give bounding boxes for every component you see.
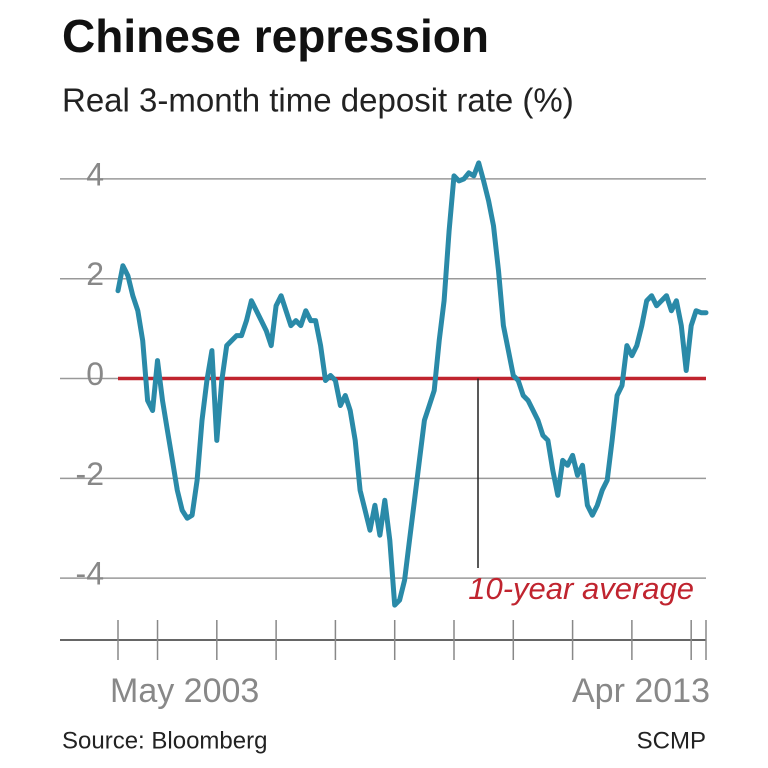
chart-subtitle: Real 3-month time deposit rate (%) — [62, 82, 574, 119]
data-line — [115, 160, 709, 608]
x-tick-label: Apr 2013 — [572, 672, 710, 710]
y-tick-label: 2 — [86, 256, 104, 292]
y-tick-label: 4 — [86, 156, 104, 192]
chart-title: Chinese repression — [62, 10, 489, 62]
source: Source: Bloomberg — [62, 727, 267, 754]
credit: SCMP — [637, 727, 706, 754]
x-tick-label: May 2003 — [110, 672, 259, 710]
y-tick-label: 0 — [86, 356, 104, 392]
annotation: 10-year average — [468, 571, 694, 606]
y-tick-label: -4 — [76, 556, 104, 592]
y-tick-label: -2 — [76, 456, 104, 492]
